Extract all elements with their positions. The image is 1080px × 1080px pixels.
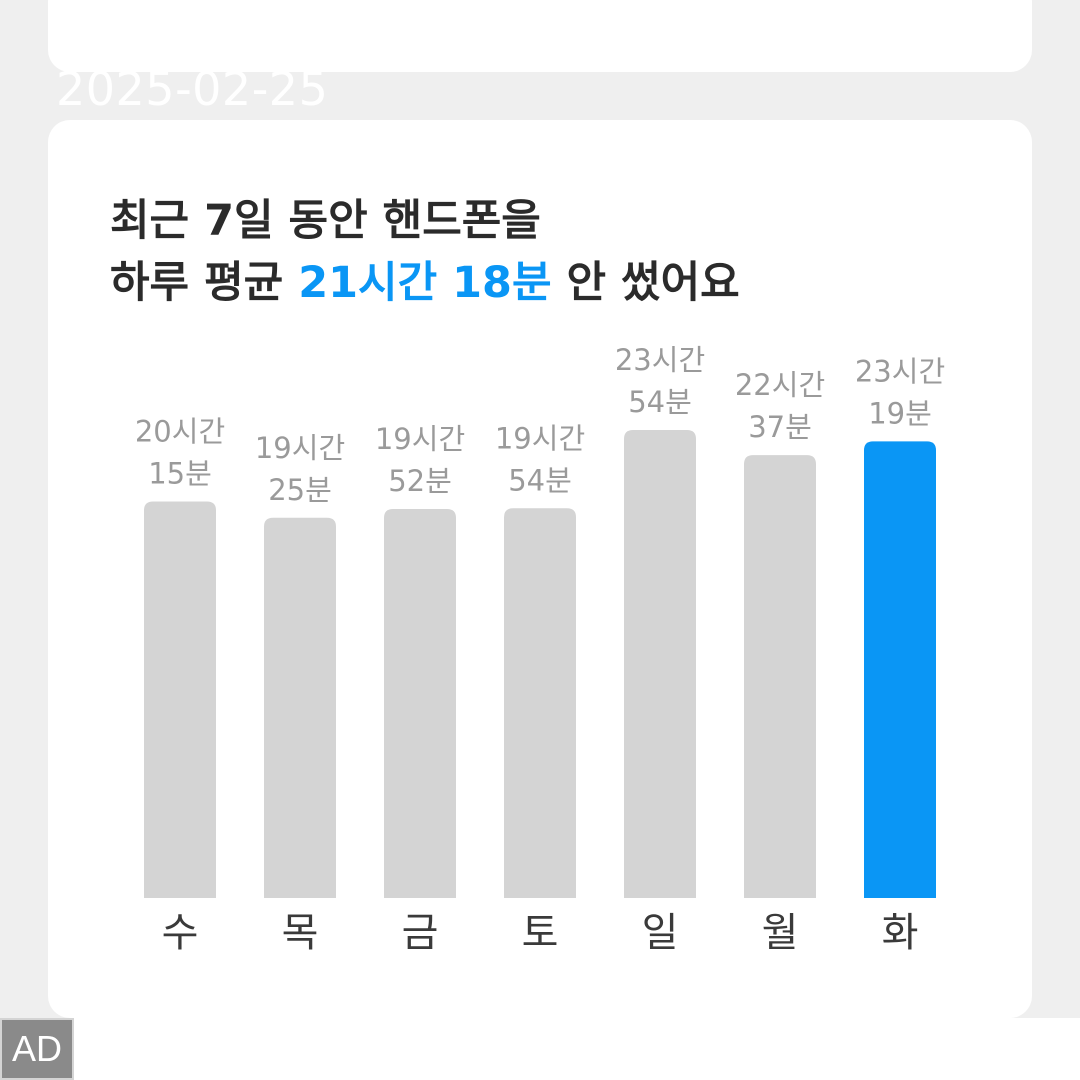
headline-line2: 하루 평균 21시간 18분 안 썼어요 bbox=[110, 252, 740, 314]
bar-4-value-line-1: 19시간 bbox=[495, 421, 585, 455]
bar-5 bbox=[624, 429, 696, 898]
bar-4 bbox=[504, 508, 576, 898]
previous-card bbox=[48, 0, 1032, 72]
bar-3-value-line-1: 19시간 bbox=[375, 422, 465, 456]
bar-6-value-line-1: 22시간 bbox=[735, 368, 825, 402]
bar-1 bbox=[144, 501, 216, 898]
date-label: 2025-02-25 bbox=[56, 62, 329, 116]
bar-7-value-line-2: 19분 bbox=[868, 396, 932, 430]
day-label-6: 월 bbox=[762, 910, 799, 956]
ad-banner-area[interactable] bbox=[74, 1018, 1080, 1080]
bar-3-value-line-2: 52분 bbox=[388, 464, 452, 498]
bar-1-value-line-2: 15분 bbox=[148, 456, 212, 490]
bar-2-value-line-2: 25분 bbox=[268, 473, 332, 507]
bar-5-value-line-1: 23시간 bbox=[615, 343, 705, 377]
bar-6 bbox=[744, 455, 816, 898]
bar-6-value-line-2: 37분 bbox=[748, 410, 812, 444]
headline-line1: 최근 7일 동안 핸드폰을 bbox=[110, 196, 541, 246]
bar-4-value-line-2: 54분 bbox=[508, 463, 572, 497]
bar-5-value-line-2: 54분 bbox=[628, 385, 692, 419]
headline-suffix: 안 썼어요 bbox=[551, 258, 740, 308]
headline-prefix: 하루 평균 bbox=[110, 258, 299, 308]
day-label-3: 금 bbox=[402, 910, 439, 956]
day-label-7: 화 bbox=[882, 910, 919, 956]
day-label-5: 일 bbox=[642, 910, 679, 956]
bar-3 bbox=[384, 508, 456, 898]
average-time: 21시간 18분 bbox=[298, 258, 552, 308]
headline: 최근 7일 동안 핸드폰을 하루 평균 21시간 18분 안 썼어요 bbox=[110, 190, 740, 314]
bar-7 bbox=[864, 441, 936, 898]
ad-badge: AD bbox=[0, 1018, 74, 1080]
day-label-4: 토 bbox=[522, 910, 559, 956]
bar-7-value-line-1: 23시간 bbox=[855, 354, 945, 388]
day-label-2: 목 bbox=[282, 910, 319, 956]
bar-2 bbox=[264, 517, 336, 898]
bar-1-value-line-1: 20시간 bbox=[135, 414, 225, 448]
bar-2-value-line-1: 19시간 bbox=[255, 431, 345, 465]
day-label-1: 수 bbox=[162, 910, 199, 956]
